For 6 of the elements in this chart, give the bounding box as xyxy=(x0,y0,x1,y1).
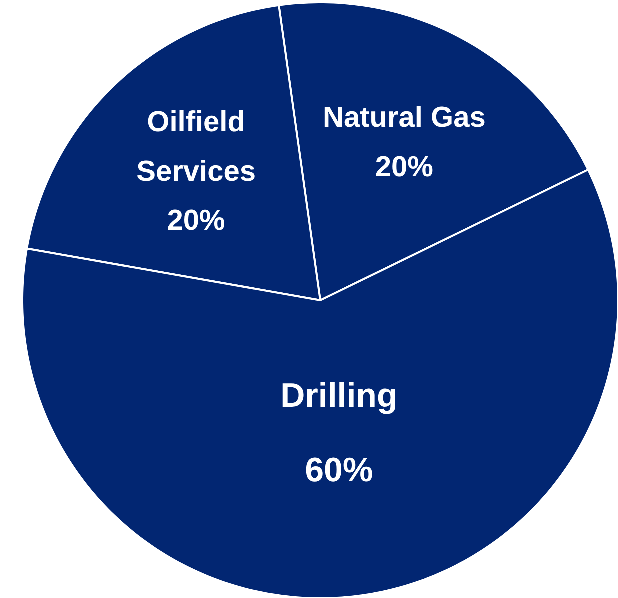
slice-label: Natural Gas xyxy=(323,102,486,134)
slice-label: Drilling xyxy=(280,376,398,415)
slice-label: Oilfield Services xyxy=(136,106,256,188)
data-label: 20% xyxy=(167,205,226,238)
data-label: 60% xyxy=(305,452,374,490)
data-label: 20% xyxy=(375,151,434,184)
